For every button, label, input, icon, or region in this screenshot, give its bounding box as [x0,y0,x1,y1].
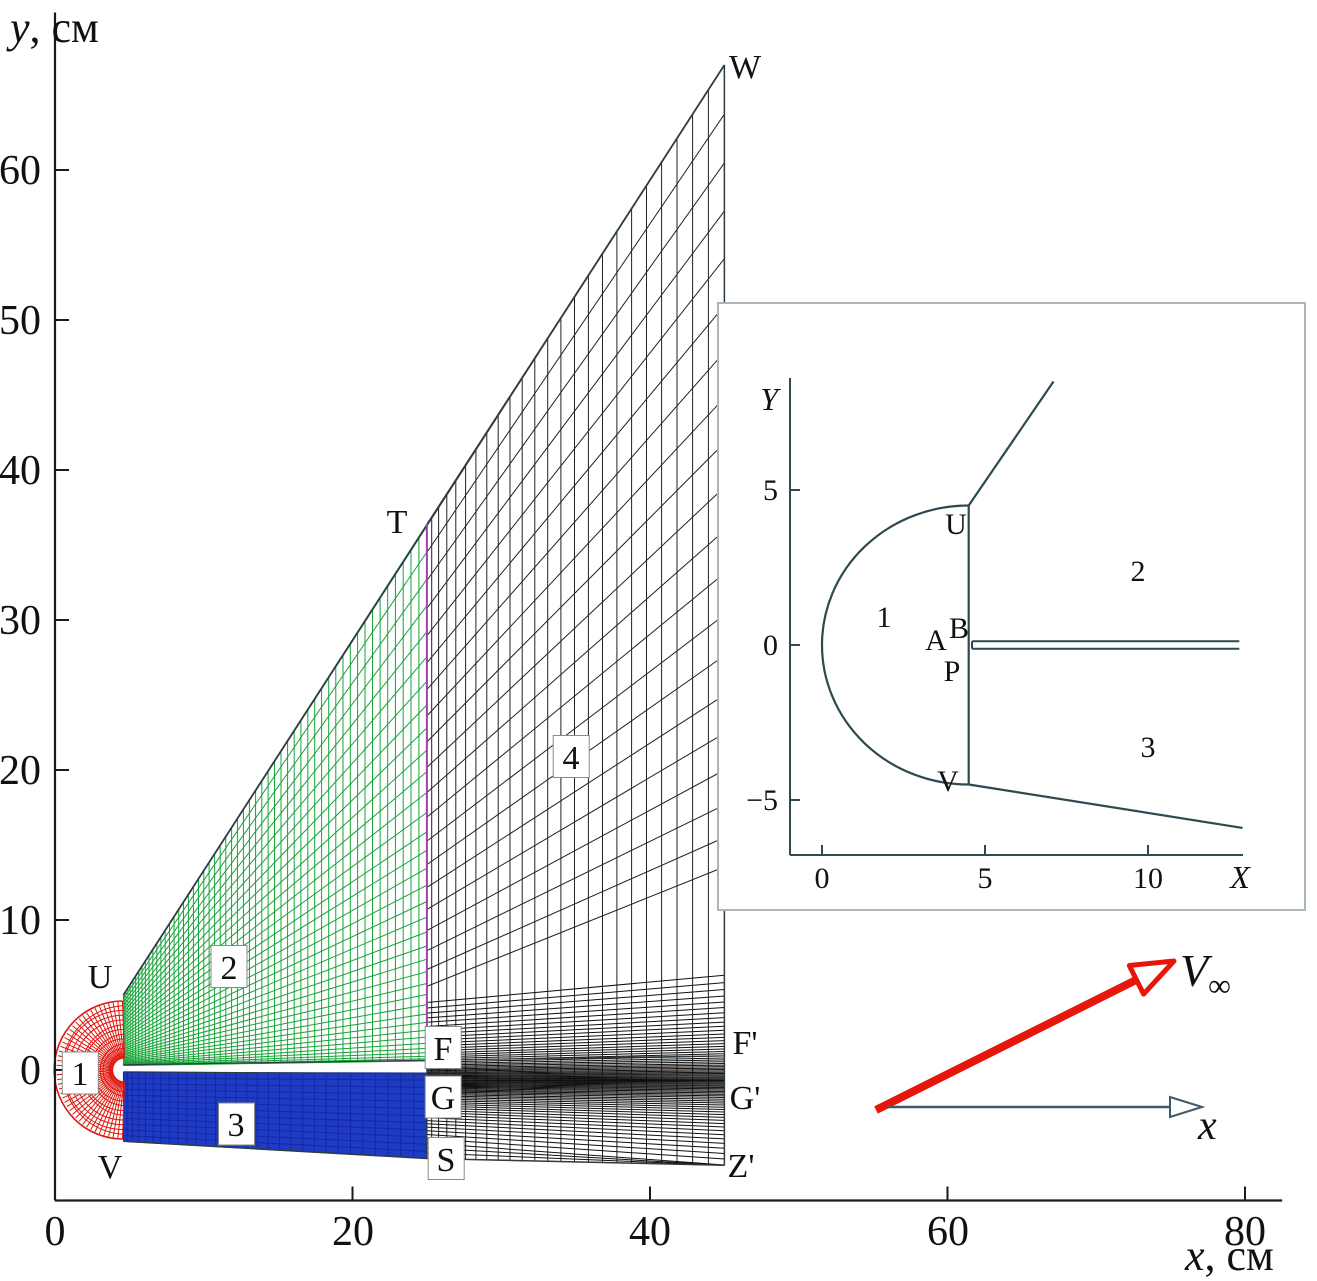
svg-text:V: V [98,1149,123,1186]
svg-text:G: G [431,1080,456,1117]
svg-text:S: S [437,1142,456,1179]
svg-text:1: 1 [877,601,892,634]
svg-text:F: F [434,1031,453,1068]
svg-text:20: 20 [0,748,41,794]
x-axis-label: x, см [1185,1230,1274,1281]
svg-text:20: 20 [332,1209,374,1255]
svg-text:4: 4 [563,740,580,777]
svg-text:0: 0 [20,1048,41,1094]
svg-text:W: W [729,49,762,86]
svg-text:60: 60 [927,1209,969,1255]
svg-text:3: 3 [1141,731,1156,764]
svg-text:40: 40 [629,1209,671,1255]
mesh-region-2 [123,524,427,1066]
mesh-region-3 [123,1072,427,1158]
svg-text:U: U [945,508,967,541]
freestream-arrowhead [1129,961,1174,994]
svg-text:G': G' [730,1080,761,1117]
svg-text:1: 1 [72,1056,89,1093]
svg-text:40: 40 [0,448,41,494]
svg-text:0: 0 [45,1209,66,1255]
svg-text:2: 2 [1131,555,1146,588]
region-boundaries [123,65,724,1165]
svg-text:5: 5 [978,862,993,895]
svg-text:V: V [937,765,959,798]
svg-text:0: 0 [815,862,830,895]
vectors [876,961,1202,1117]
svg-text:P: P [944,655,961,688]
svg-text:B: B [949,612,969,645]
y-axis-unit: , см [30,3,99,52]
y-axis-variable: y [10,3,30,52]
svg-text:10: 10 [0,898,41,944]
x-direction-label: x [1198,1102,1217,1150]
svg-text:F': F' [732,1025,757,1062]
x-axis-unit: , см [1205,1231,1274,1280]
x-direction-letter: x [1198,1103,1217,1149]
velocity-subscript: ∞ [1208,967,1231,1003]
svg-text:T: T [387,504,408,541]
svg-text:50: 50 [0,298,41,344]
svg-text:5: 5 [763,474,778,507]
svg-text:10: 10 [1133,862,1163,895]
svg-text:0: 0 [763,629,778,662]
svg-text:60: 60 [0,148,41,194]
svg-text:U: U [88,959,113,996]
svg-text:Z': Z' [728,1148,755,1185]
svg-text:X: X [1228,859,1251,895]
svg-text:30: 30 [0,598,41,644]
y-axis-label: y, см [10,2,99,53]
x-axis-variable: x [1185,1231,1205,1280]
freestream-velocity-label: V∞ [1180,944,1231,1004]
svg-text:A: A [925,624,947,657]
svg-text:−5: −5 [746,784,778,817]
svg-text:3: 3 [228,1107,245,1144]
velocity-symbol: V [1180,945,1208,996]
mesh-region-4 [427,65,725,1165]
svg-text:2: 2 [221,950,238,987]
